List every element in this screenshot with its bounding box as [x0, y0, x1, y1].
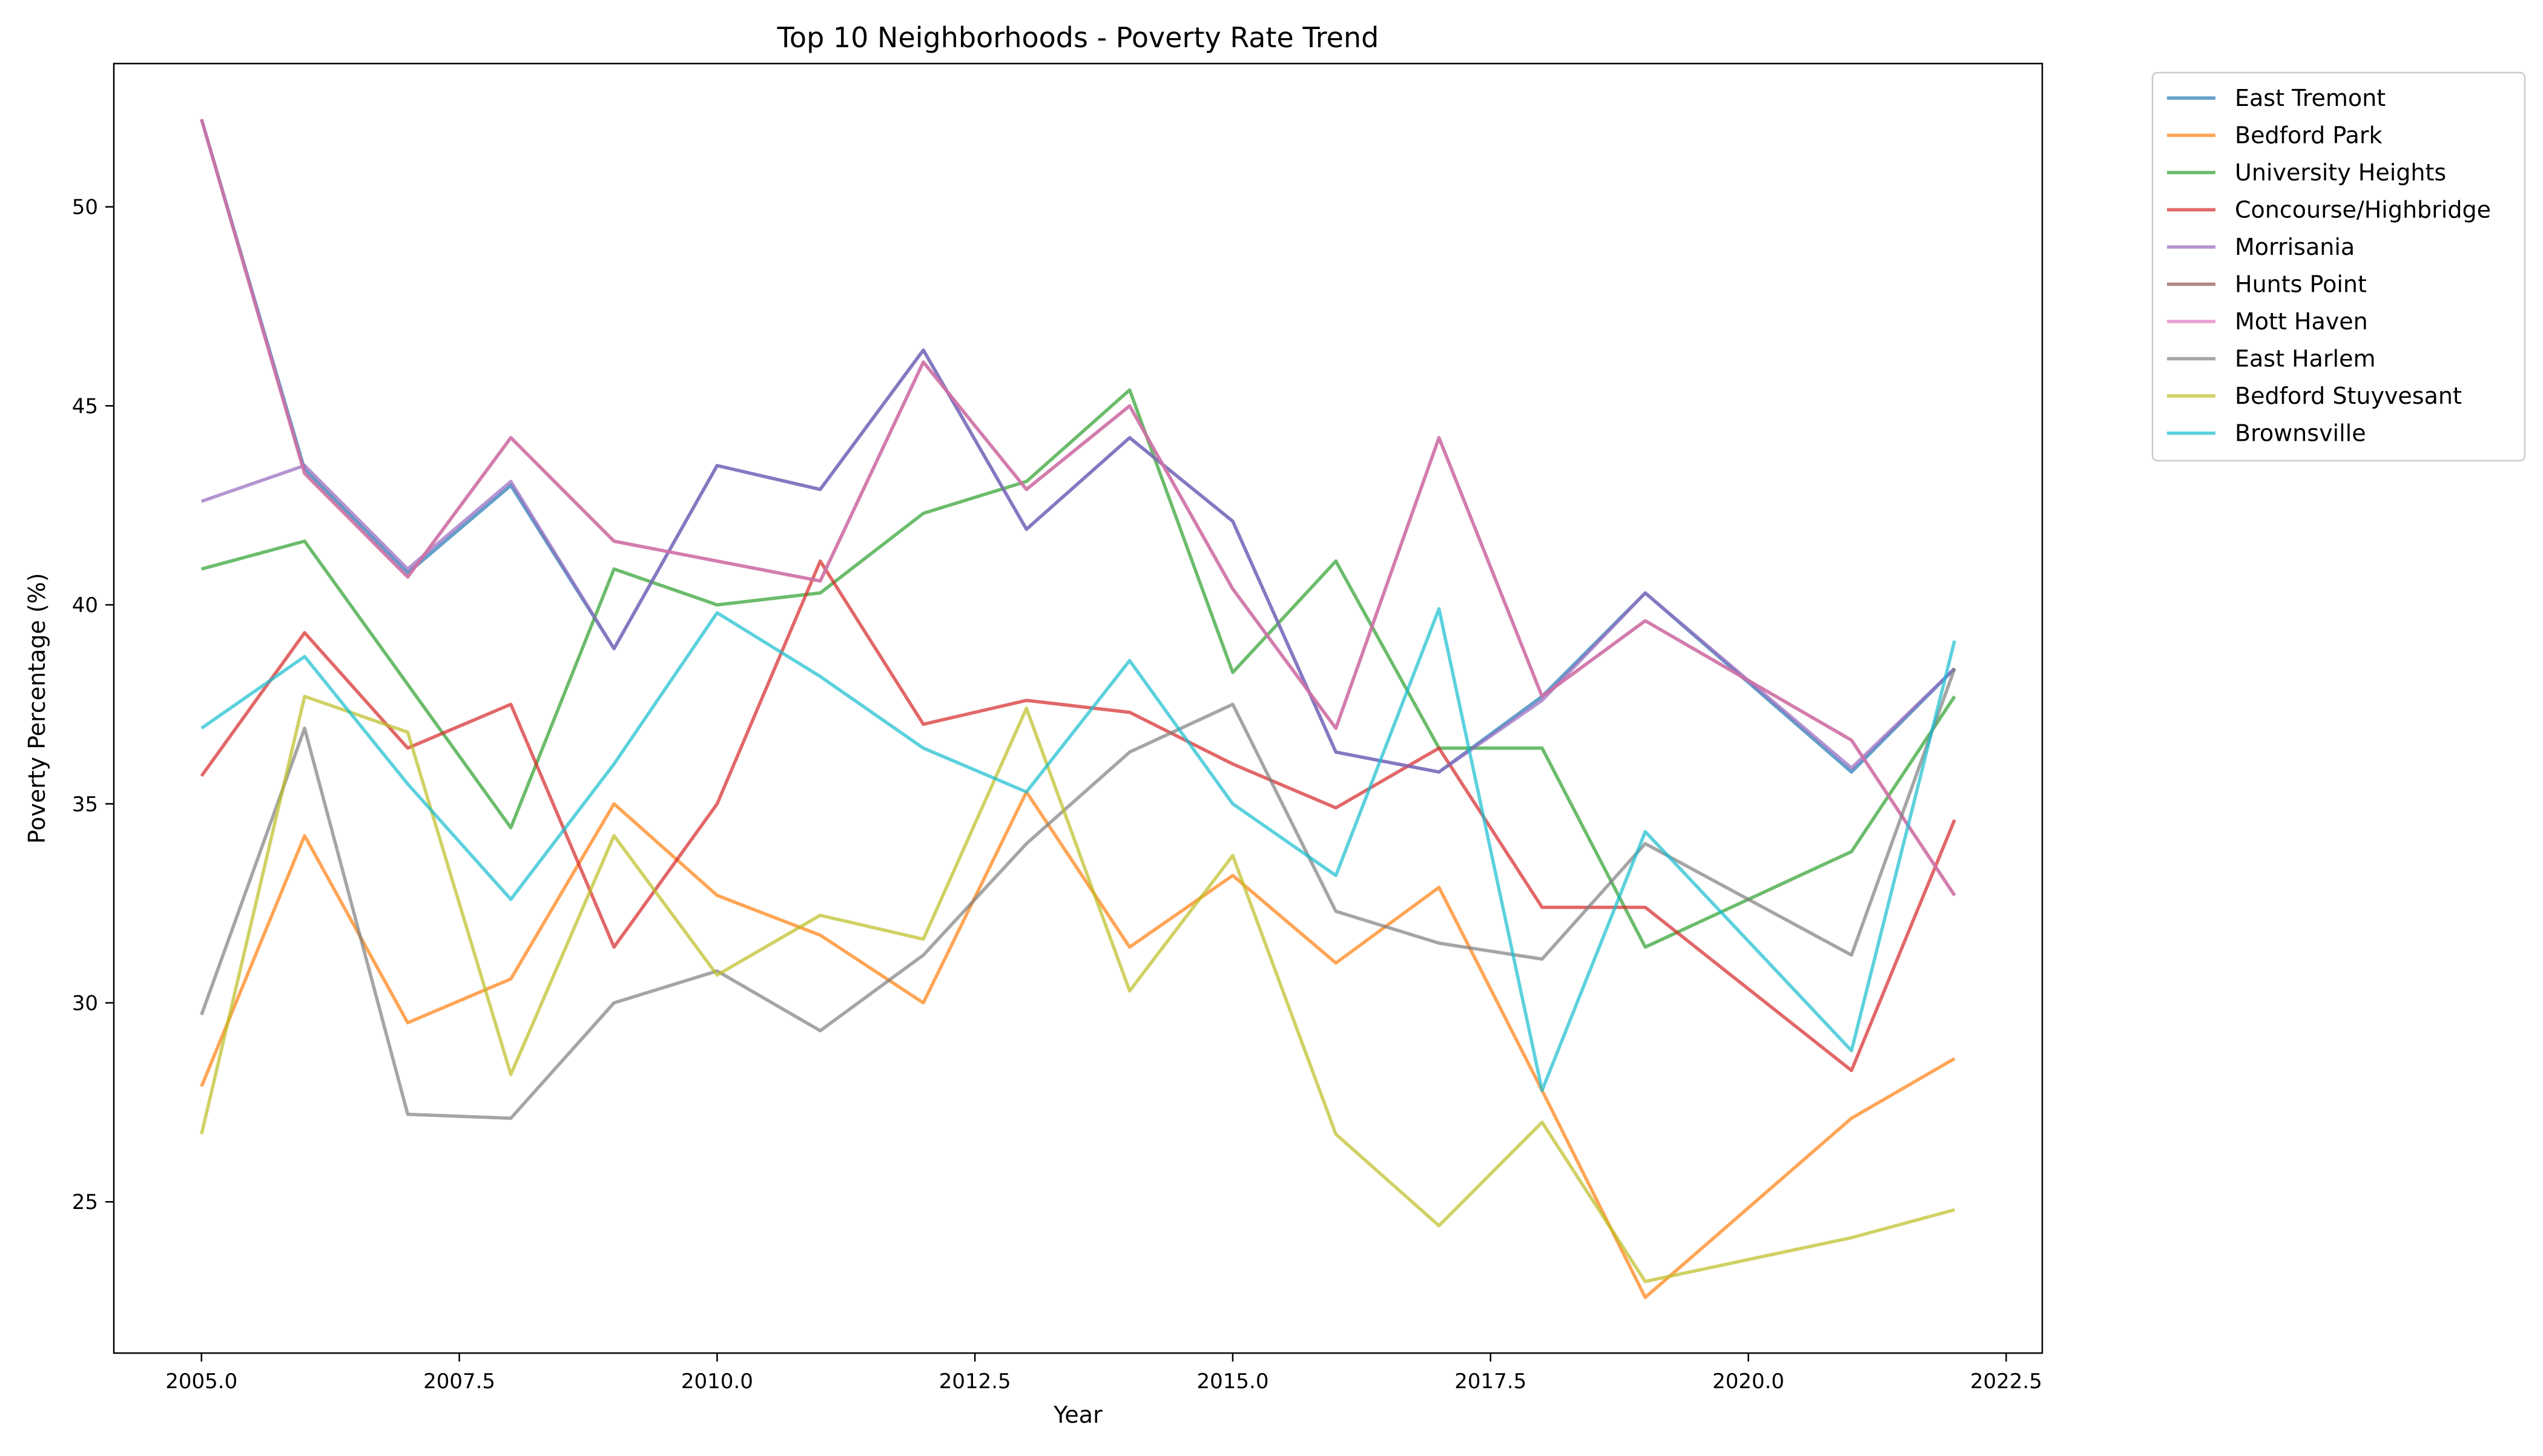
x-tick-label: 2012.5 [939, 1369, 1011, 1394]
y-tick-label: 50 [72, 196, 98, 220]
x-tick-label: 2022.5 [1970, 1369, 2042, 1394]
y-tick-label: 35 [72, 792, 98, 817]
legend-label-concourse-highbridge: Concourse/Highbridge [2235, 197, 2491, 223]
legend-frame [2151, 71, 2526, 462]
x-tick-label: 2020.0 [1712, 1369, 1784, 1394]
x-tick-label: 2005.0 [165, 1369, 237, 1394]
legend: East Tremont Bedford Park University Heigh… [2151, 71, 2526, 462]
legend-label-mott-haven: Mott Haven [2235, 308, 2368, 335]
legend-label-east-tremont: East Tremont [2235, 85, 2386, 111]
legend-label-university-heights: University Heights [2235, 159, 2446, 186]
legend-label-east-harlem: East Harlem [2235, 346, 2376, 372]
series-layer [200, 119, 1956, 1299]
series-line-brownsville [200, 607, 1956, 1092]
chart-title: Top 10 Neighborhoods - Poverty Rate Tren… [777, 21, 1379, 54]
x-tick-label: 2007.5 [423, 1369, 495, 1394]
x-axis: 2005.0 2007.5 2010.0 2012.5 2015.0 2017.5 2020… [165, 1353, 2042, 1394]
series-line-bedford-stuyvesant [200, 694, 1955, 1283]
y-tick-label: 45 [72, 394, 98, 418]
series-line-east-harlem [200, 668, 1956, 1120]
series-line-morrisania [200, 348, 1956, 774]
series-line-hunts-point [200, 119, 1956, 897]
legend-label-brownsville: Brownsville [2235, 420, 2366, 447]
x-axis-label: Year [1053, 1402, 1103, 1428]
series-line-mott-haven [200, 119, 1956, 897]
series-line-concourse-highbridge [200, 559, 1956, 1072]
legend-label-morrisania: Morrisania [2235, 234, 2355, 260]
y-tick-label: 40 [72, 593, 98, 618]
x-tick-label: 2015.0 [1196, 1369, 1268, 1394]
plot-area-frame [113, 62, 2043, 1354]
legend-label-bedford-park: Bedford Park [2235, 122, 2382, 149]
y-axis: 25 30 35 40 45 50 [72, 196, 114, 1214]
legend-label-hunts-point: Hunts Point [2235, 271, 2367, 298]
series-line-university-heights [201, 388, 1956, 949]
x-tick-label: 2017.5 [1454, 1369, 1526, 1394]
x-tick-label: 2010.0 [681, 1369, 753, 1394]
y-tick-label: 25 [72, 1190, 98, 1214]
y-axis-label: Poverty Percentage (%) [24, 573, 50, 843]
legend-label-bedford-stuyvesant: Bedford Stuyvesant [2235, 383, 2462, 409]
y-tick-label: 30 [72, 991, 98, 1015]
